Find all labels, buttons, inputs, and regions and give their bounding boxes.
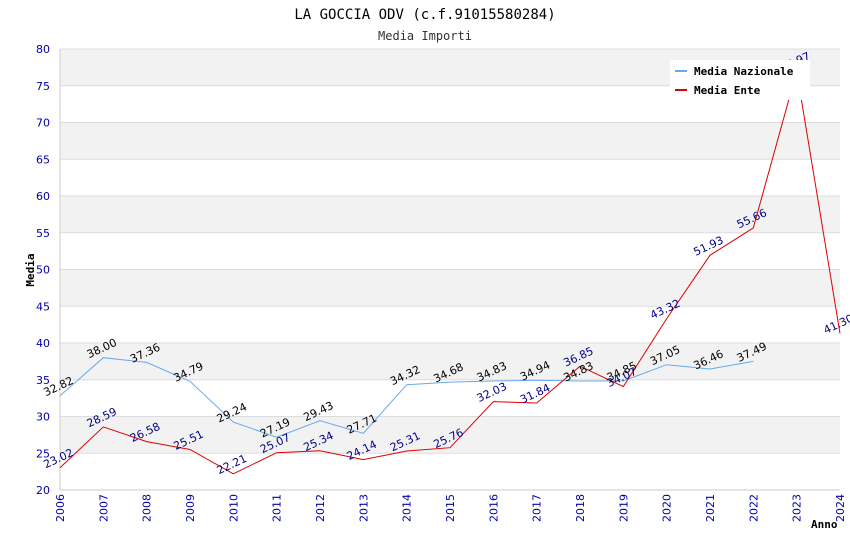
y-tick-labels: 20 25 30 35 40 45 50 55 60 65 70 75 80 [36,43,50,497]
grid-band [60,343,840,380]
x-tick-label: 2024 [834,494,847,522]
x-tick-label: 2012 [314,494,327,522]
series-lines [59,71,841,475]
y-tick-label: 25 [36,447,50,460]
grid-band [60,269,840,307]
data-label-media-ente: 41.30 [821,312,850,337]
legend-label-media-nazionale: Media Nazionale [694,65,794,78]
grid-band [60,122,840,160]
legend: Media Nazionale Media Ente [670,60,810,100]
x-axis-label: Anno [811,518,838,531]
y-tick-label: 80 [36,43,50,56]
x-tick-label: 2013 [357,494,370,522]
x-tick-label: 2022 [747,494,760,522]
y-tick-label: 30 [36,411,50,424]
gridlines [60,48,840,491]
x-tick-label: 2008 [141,494,154,522]
y-tick-label: 35 [36,374,50,387]
x-tick-label: 2023 [791,494,804,522]
x-tick-label: 2020 [661,494,674,522]
y-tick-label: 40 [36,337,50,350]
chart-subtitle: Media Importi [378,29,472,43]
y-tick-label: 45 [36,300,50,313]
x-tick-label: 2007 [97,494,110,522]
data-label-media-ente: 51.93 [691,234,725,259]
grid-bands [60,49,840,454]
x-tick-label: 2010 [227,494,240,522]
x-tick-label: 2015 [444,494,457,522]
y-tick-label: 20 [36,484,50,497]
series-line-media-ente [59,71,841,475]
x-tick-label: 2016 [487,494,500,522]
x-tick-label: 2021 [704,494,717,522]
x-tick-label: 2011 [271,494,284,522]
chart-title: LA GOCCIA ODV (c.f.91015580284) [294,7,555,23]
y-tick-label: 60 [36,190,50,203]
x-tick-labels: 2006 2007 2008 2009 2010 2011 2012 2013 2014 2015… [54,494,847,522]
x-tick-label: 2009 [184,494,197,522]
y-axis-label: Media [24,253,37,286]
y-tick-label: 50 [36,264,50,277]
y-tick-label: 55 [36,227,50,240]
y-tick-label: 70 [36,117,50,130]
y-tick-label: 65 [36,153,50,166]
legend-box [670,60,810,100]
grid-band [60,196,840,233]
legend-label-media-ente: Media Ente [694,84,761,97]
x-tick-label: 2019 [617,494,630,522]
y-tick-label: 75 [36,80,50,93]
series-line-media-nazionale [59,357,754,438]
x-tick-label: 2017 [531,494,544,522]
x-tick-label: 2014 [401,494,414,522]
x-tick-label: 2018 [574,494,587,522]
x-tick-label: 2006 [54,494,67,522]
